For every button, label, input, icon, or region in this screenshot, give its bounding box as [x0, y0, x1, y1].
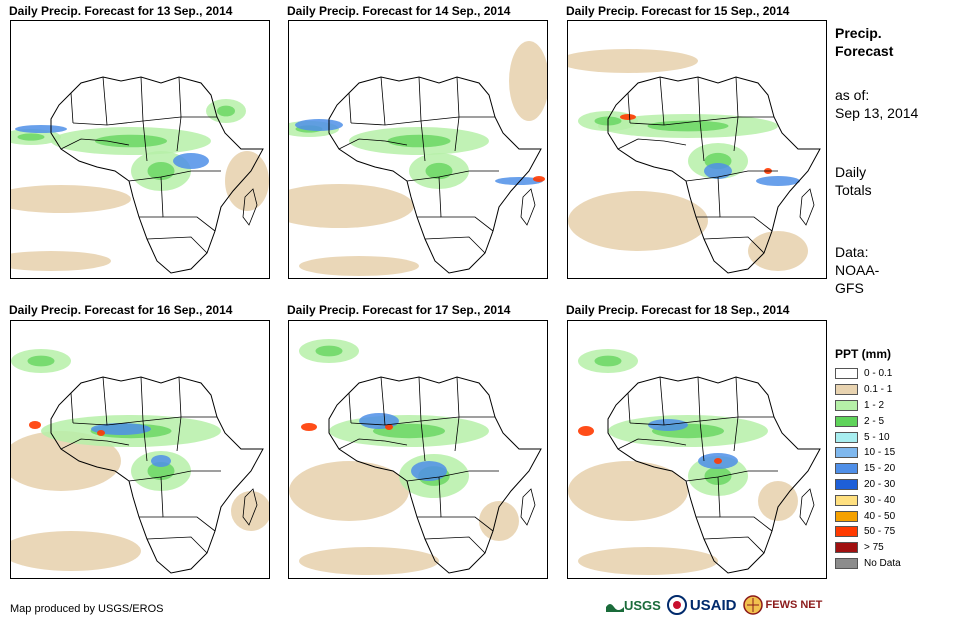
legend-swatch: [835, 557, 858, 569]
map-svg: [568, 49, 821, 274]
legend-item: 1 - 2: [835, 398, 901, 414]
legend-item: 20 - 30: [835, 477, 901, 493]
legend: 0 - 0.1 0.1 - 1 1 - 2 2 - 5 5 - 10 10 - 15 15 …: [835, 366, 901, 571]
legend-swatch: [835, 463, 858, 475]
logos: USGS USAID FEWS NET: [606, 595, 822, 615]
credit-text: Map produced by USGS/EROS: [10, 603, 164, 615]
panel-title-4: Daily Precip. Forecast for 16 Sep., 2014: [9, 303, 233, 317]
legend-label: 10 - 15: [864, 447, 896, 459]
map-panel-1: [10, 20, 270, 279]
usaid-logo: USAID: [666, 595, 737, 615]
legend-item: 0 - 0.1: [835, 366, 901, 382]
usgs-wave-icon: [606, 604, 624, 612]
legend-label: 20 - 30: [864, 478, 896, 490]
legend-label: 0.1 - 1: [864, 384, 893, 396]
legend-item: 30 - 40: [835, 492, 901, 508]
panel-title-3: Daily Precip. Forecast for 15 Sep., 2014: [566, 4, 790, 18]
legend-item: 15 - 20: [835, 461, 901, 477]
legend-item: 5 - 10: [835, 429, 901, 445]
legend-swatch: [835, 399, 858, 411]
map-panel-3: [567, 20, 827, 279]
map-panel-5: [288, 320, 548, 579]
legend-title: PPT (mm): [835, 347, 892, 361]
legend-swatch: [835, 415, 858, 427]
data-line1: Data:: [835, 244, 869, 260]
legend-swatch: [835, 431, 858, 443]
legend-item: 0.1 - 1: [835, 382, 901, 398]
legend-swatch: [835, 542, 858, 554]
legend-label: 50 - 75: [864, 526, 896, 538]
side-title-line1: Precip.: [835, 25, 882, 41]
legend-item: > 75: [835, 540, 901, 556]
legend-item: No Data: [835, 556, 901, 572]
legend-label: No Data: [864, 557, 901, 569]
asof-date: Sep 13, 2014: [835, 105, 919, 121]
totals-line2: Totals: [835, 182, 872, 198]
map-svg: [289, 41, 547, 276]
map-panel-2: [288, 20, 548, 279]
usgs-logo: USGS: [606, 598, 661, 613]
asof-label: as of:: [835, 87, 870, 103]
legend-swatch: [835, 384, 858, 396]
legend-label: > 75: [864, 542, 884, 554]
side-totals: Daily Totals: [835, 163, 872, 199]
usgs-logo-text: USGS: [624, 597, 661, 613]
map-panel-6: [567, 320, 827, 579]
map-svg: [11, 349, 269, 574]
legend-label: 0 - 0.1: [864, 368, 893, 380]
side-title-line2: Forecast: [835, 43, 894, 59]
legend-label: 40 - 50: [864, 510, 896, 522]
legend-item: 10 - 15: [835, 445, 901, 461]
legend-swatch: [835, 478, 858, 490]
legend-item: 2 - 5: [835, 413, 901, 429]
legend-swatch: [835, 526, 858, 538]
fews-logo: FEWS NET: [742, 595, 823, 615]
map-svg: [568, 349, 821, 575]
panel-title-5: Daily Precip. Forecast for 17 Sep., 2014: [287, 303, 511, 317]
fews-logo-text: FEWS NET: [765, 599, 823, 611]
legend-item: 40 - 50: [835, 508, 901, 524]
panel-title-6: Daily Precip. Forecast for 18 Sep., 2014: [566, 303, 790, 317]
fews-globe-icon: [742, 595, 763, 615]
usaid-logo-text: USAID: [689, 596, 737, 614]
legend-swatch: [835, 447, 858, 459]
legend-swatch: [835, 510, 858, 522]
side-data-source: Data: NOAA- GFS: [835, 243, 879, 297]
panel-title-1: Daily Precip. Forecast for 13 Sep., 2014: [9, 4, 233, 18]
legend-swatch: [835, 494, 858, 506]
panel-title-2: Daily Precip. Forecast for 14 Sep., 2014: [287, 4, 511, 18]
map-svg: [11, 76, 269, 274]
usaid-seal-icon: [666, 595, 687, 615]
legend-label: 30 - 40: [864, 494, 896, 506]
legend-label: 15 - 20: [864, 463, 896, 475]
map-panel-4: [10, 320, 270, 579]
data-line2: NOAA-: [835, 262, 880, 278]
map-svg: [289, 339, 542, 575]
totals-line1: Daily: [835, 164, 867, 180]
legend-item: 50 - 75: [835, 524, 901, 540]
side-asof: as of: Sep 13, 2014: [835, 86, 918, 122]
legend-label: 1 - 2: [864, 399, 885, 411]
data-line3: GFS: [835, 280, 864, 296]
legend-label: 5 - 10: [864, 431, 890, 443]
side-title: Precip. Forecast: [835, 24, 893, 60]
legend-swatch: [835, 368, 858, 380]
legend-label: 2 - 5: [864, 415, 885, 427]
